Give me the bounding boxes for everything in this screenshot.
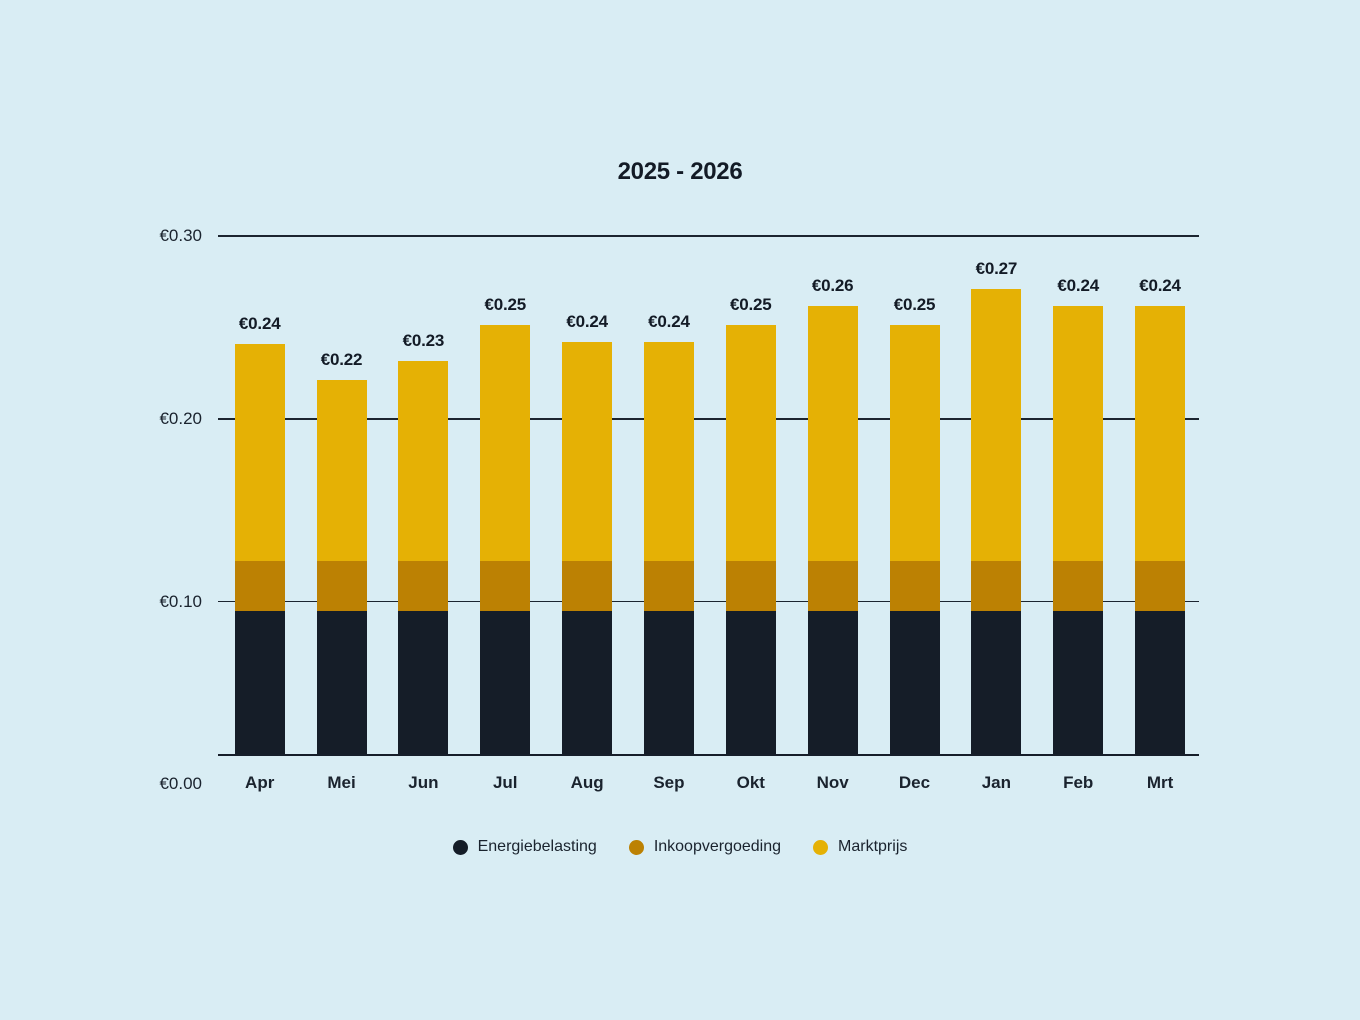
x-axis-line <box>218 754 1199 756</box>
legend-item-energiebelasting: Energiebelasting <box>452 838 597 856</box>
legend-item-inkoopvergoeding: Inkoopvergoeding <box>628 838 782 856</box>
bar-segment-marktprijs <box>1053 306 1104 562</box>
legend-label: Inkoopvergoeding <box>653 838 782 855</box>
bar-total-label: €0.23 <box>402 331 445 350</box>
bar-segment-marktprijs <box>480 325 531 562</box>
bar-segment-inkoopvergoeding <box>1135 561 1186 612</box>
chart-title: 2025 - 2026 <box>617 158 743 185</box>
y-axis-tick-label: €0.30 <box>159 226 202 245</box>
bar-total-label: €0.25 <box>893 295 936 315</box>
bar-segment-inkoopvergoeding <box>234 561 285 612</box>
gridline-0.10 <box>218 600 1199 603</box>
bar-segment-energiebelasting <box>562 611 613 755</box>
gridline-0.20 <box>218 418 1199 420</box>
x-axis-category-label: Aug <box>570 773 604 792</box>
bar-segment-inkoopvergoeding <box>398 561 449 612</box>
chart-legend: Energiebelasting Inkoopvergoeding Marktpri… <box>0 838 1360 856</box>
bar-segment-marktprijs <box>398 361 449 562</box>
bar-total-label: €0.24 <box>238 313 281 333</box>
bar-segment-energiebelasting <box>234 611 285 755</box>
x-axis-category-label: Jan <box>981 773 1011 792</box>
x-axis-category-label: Mrt <box>1146 773 1174 792</box>
x-axis-category-label: Jul <box>492 773 518 792</box>
bar-segment-energiebelasting <box>643 611 694 755</box>
y-axis-tick-label: €0.00 <box>159 774 202 793</box>
bar-segment-marktprijs <box>1135 306 1186 562</box>
bar-segment-marktprijs <box>971 289 1022 562</box>
bar-total-label: €0.26 <box>811 276 854 296</box>
bar-total-label: €0.22 <box>320 349 363 369</box>
bar-segment-energiebelasting <box>1053 611 1104 755</box>
bar-segment-marktprijs <box>234 343 285 562</box>
legend-label: Marktprijs <box>838 838 908 855</box>
bar-total-label: €0.24 <box>1139 276 1181 296</box>
bar-segment-inkoopvergoeding <box>971 561 1022 612</box>
x-axis-category-label: Dec <box>898 773 931 792</box>
bar-total-label: €0.24 <box>566 312 608 332</box>
bar-segment-inkoopvergoeding <box>480 561 531 612</box>
legend-dot-icon <box>813 839 829 855</box>
gridline-0.30 <box>218 235 1199 237</box>
bar-segment-energiebelasting <box>480 611 531 755</box>
bar-total-label: €0.27 <box>975 259 1018 279</box>
x-axis-category-label: Apr <box>245 773 275 792</box>
bar-segment-inkoopvergoeding <box>725 561 776 612</box>
bar-total-label: €0.25 <box>484 295 527 315</box>
bar-segment-marktprijs <box>725 325 776 562</box>
bar-total-label: €0.25 <box>730 295 772 315</box>
y-axis-tick-label: €0.20 <box>159 409 202 428</box>
x-axis-category-label: Feb <box>1063 773 1094 792</box>
x-axis-category-label: Mei <box>327 773 356 792</box>
bar-segment-energiebelasting <box>889 611 940 755</box>
bar-segment-energiebelasting <box>1135 611 1186 755</box>
bar-segment-inkoopvergoeding <box>316 561 367 612</box>
bar-segment-inkoopvergoeding <box>807 561 858 612</box>
bar-segment-inkoopvergoeding <box>643 561 694 612</box>
x-axis-category-label: Jun <box>408 773 439 792</box>
bar-segment-inkoopvergoeding <box>1053 561 1104 612</box>
bar-segment-energiebelasting <box>316 611 367 755</box>
bar-segment-marktprijs <box>643 342 694 562</box>
bar-total-label: €0.24 <box>1057 276 1099 296</box>
bar-segment-marktprijs <box>889 325 940 562</box>
bar-segment-energiebelasting <box>971 611 1022 755</box>
bar-segment-energiebelasting <box>807 611 858 755</box>
legend-dot-icon <box>628 839 644 855</box>
legend-label: Energiebelasting <box>477 838 597 855</box>
bar-segment-energiebelasting <box>725 611 776 755</box>
bar-segment-marktprijs <box>316 379 367 562</box>
x-axis-category-label: Nov <box>816 773 849 792</box>
bar-total-label: €0.24 <box>648 312 690 332</box>
legend-dot-icon <box>452 839 468 855</box>
x-axis-category-label: Okt <box>736 773 765 792</box>
bar-segment-inkoopvergoeding <box>889 561 940 612</box>
bar-segment-marktprijs <box>807 306 858 562</box>
bar-segment-marktprijs <box>562 342 613 562</box>
legend-item-marktprijs: Marktprijs <box>813 838 907 856</box>
x-axis-category-label: Sep <box>653 773 685 792</box>
y-axis-tick-label: €0.10 <box>159 591 202 611</box>
bar-segment-inkoopvergoeding <box>562 561 613 612</box>
bar-segment-energiebelasting <box>398 611 449 755</box>
